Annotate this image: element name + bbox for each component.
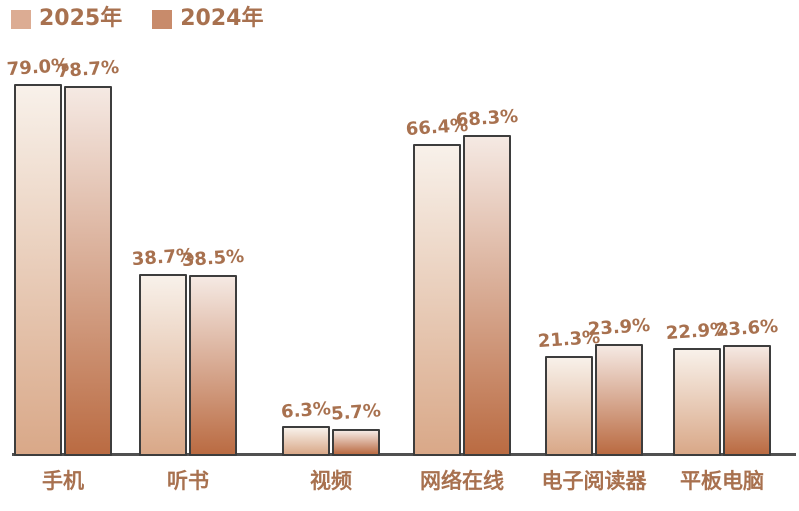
bar-2025-e-reader: [545, 355, 593, 456]
bar-2025-online-reading: [413, 143, 461, 456]
category-label-video: 视频: [310, 469, 352, 493]
bar-wrap-2024-audiobook: 38.5%: [181, 55, 245, 456]
category-label-tablet: 平板电脑: [680, 469, 764, 493]
category-label-audiobook: 听书: [167, 469, 209, 493]
x-axis-line: [12, 453, 796, 456]
bar-wrap-2025-tablet: 22.9%: [665, 55, 729, 456]
bar-2024-audiobook: [189, 274, 237, 456]
category-label-mobile-phone: 手机: [42, 469, 84, 493]
legend-label-2024: 2024年: [180, 6, 264, 31]
legend-label-2025: 2025年: [39, 6, 123, 31]
value-label-2025-online-reading: 66.4%: [405, 114, 469, 140]
bar-group-mobile-phone: 79.0% 78.7%: [6, 55, 120, 456]
bar-group-video: 6.3% 5.7%: [280, 55, 382, 456]
bar-wrap-2025-online-reading: 66.4%: [405, 55, 469, 456]
bar-2025-video: [282, 426, 330, 456]
value-label-2025-video: 6.3%: [280, 397, 332, 423]
value-label-2024-online-reading: 68.3%: [455, 105, 519, 131]
value-label-2024-e-reader: 23.9%: [587, 314, 651, 340]
value-label-2025-mobile-phone: 79.0%: [6, 55, 70, 81]
legend-item-2025: 2025年: [11, 8, 122, 30]
bar-wrap-2024-tablet: 23.6%: [715, 55, 779, 456]
category-label-online-reading: 网络在线: [420, 469, 504, 493]
bar-wrap-2025-audiobook: 38.7%: [131, 55, 195, 456]
bar-wrap-2025-video: 6.3%: [280, 55, 332, 456]
bar-group-e-reader: 21.3% 23.9%: [537, 55, 651, 456]
bar-2024-online-reading: [463, 134, 511, 456]
legend-swatch-2025: [11, 9, 31, 29]
legend-swatch-2024: [152, 9, 173, 29]
value-label-2024-mobile-phone: 78.7%: [56, 56, 120, 83]
bar-wrap-2024-e-reader: 23.9%: [587, 55, 651, 456]
bar-2025-mobile-phone: [14, 84, 62, 456]
bar-wrap-2024-online-reading: 68.3%: [455, 55, 519, 456]
bar-2024-video: [332, 429, 380, 456]
bar-wrap-2024-video: 5.7%: [330, 55, 382, 456]
value-label-2024-audiobook: 38.5%: [181, 245, 245, 272]
plot-area: 79.0% 78.7% 38.7% 38.5% 6.3% 5.7% 66.4% 68.3% 21…: [0, 55, 799, 456]
legend-item-2024: 2024年: [152, 8, 263, 30]
bar-group-online-reading: 66.4% 68.3%: [405, 55, 519, 456]
bar-2024-tablet: [723, 344, 771, 456]
bar-wrap-2024-mobile-phone: 78.7%: [56, 55, 120, 456]
value-label-2024-video: 5.7%: [330, 400, 382, 426]
bar-2025-audiobook: [139, 273, 187, 456]
bar-wrap-2025-mobile-phone: 79.0%: [6, 55, 70, 456]
value-label-2025-tablet: 22.9%: [665, 319, 729, 345]
bar-group-tablet: 22.9% 23.6%: [665, 55, 779, 456]
value-label-2024-tablet: 23.6%: [715, 316, 779, 342]
bar-2025-tablet: [673, 348, 721, 456]
bar-2024-e-reader: [595, 343, 643, 456]
value-label-2025-e-reader: 21.3%: [537, 326, 601, 353]
legend: 2025年 2024年: [11, 8, 263, 30]
value-label-2025-audiobook: 38.7%: [131, 244, 195, 271]
bar-2024-mobile-phone: [64, 85, 112, 456]
bar-group-audiobook: 38.7% 38.5%: [131, 55, 245, 456]
bar-wrap-2025-e-reader: 21.3%: [537, 55, 601, 456]
category-label-e-reader: 电子阅读器: [541, 469, 647, 493]
